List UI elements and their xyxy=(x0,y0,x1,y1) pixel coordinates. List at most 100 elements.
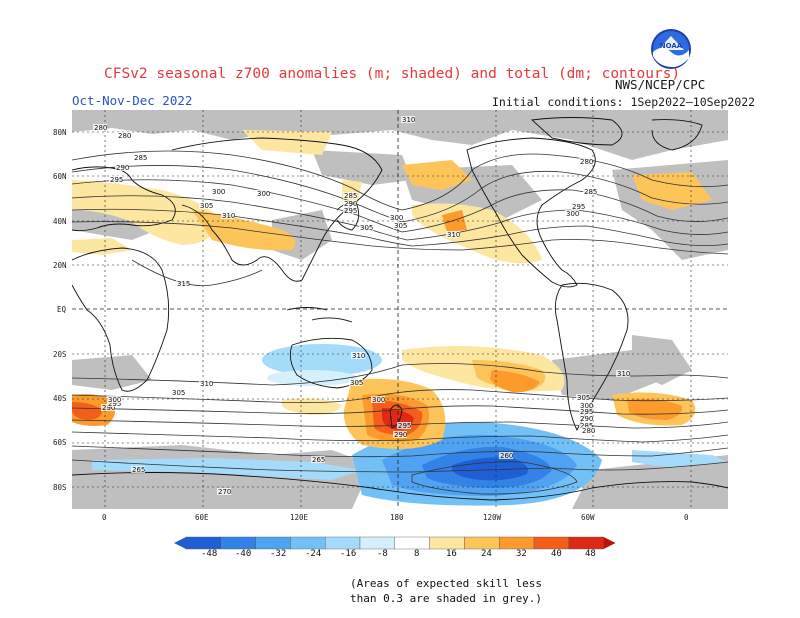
contour-label: 295 xyxy=(344,207,357,215)
contour-label-bg xyxy=(343,192,357,199)
contour-label-bg xyxy=(171,389,185,396)
contour-label-bg xyxy=(393,431,407,438)
colorbar-swatch xyxy=(290,536,326,550)
contour-label-bg xyxy=(351,352,365,359)
contour-label-bg xyxy=(133,154,147,161)
noaa-logo-text: NOAA xyxy=(660,42,683,50)
contour-label-bg xyxy=(571,203,585,210)
map-title: CFSv2 seasonal z700 anomalies (m; shaded… xyxy=(104,66,681,82)
contour-label-bg xyxy=(579,415,593,422)
colorbar-arrow-right xyxy=(603,537,616,549)
colorbar-swatch xyxy=(394,536,430,550)
season-label: Oct-Nov-Dec 2022 xyxy=(72,93,193,108)
contour-label-bg xyxy=(211,188,225,195)
contour-label-bg xyxy=(579,158,593,165)
contour-label-bg xyxy=(579,402,593,409)
colorbar-swatch xyxy=(185,536,221,550)
colorbar-ticks: -48 -40 -32 -24 -16 -8 8 16 24 32 40 48 xyxy=(174,549,626,561)
contour-label: 310 xyxy=(352,352,365,360)
lon-label-0-right: 0 xyxy=(684,513,689,522)
contour-label-bg xyxy=(101,404,115,411)
lat-label-20n: 20N xyxy=(53,261,67,270)
colorbar-swatch xyxy=(429,536,465,550)
contour-label: 280 xyxy=(580,158,593,166)
contour-label: 290 xyxy=(580,415,593,423)
contour-label-bg xyxy=(131,466,145,473)
contour-label: 310 xyxy=(402,116,415,124)
skill-footnote: (Areas of expected skill less than 0.3 a… xyxy=(350,576,542,606)
lat-label-80s: 80S xyxy=(53,483,67,492)
lon-label-120e: 120E xyxy=(290,513,309,522)
colorbar-tick: 24 xyxy=(481,549,492,559)
contour-label: 300 xyxy=(372,396,385,404)
contour-label: 315 xyxy=(177,280,190,288)
contour-label-bg xyxy=(117,132,131,139)
contour-label: 300 xyxy=(212,188,225,196)
contour-label-bg xyxy=(359,224,373,231)
lat-label-40n: 40N xyxy=(53,217,67,226)
contour-label: 295 xyxy=(110,176,123,184)
contour-label-bg xyxy=(107,400,121,407)
positive-anomalies xyxy=(72,130,712,449)
contour-label-bg xyxy=(397,422,411,429)
colorbar-tick: 16 xyxy=(446,549,457,559)
contour-label: 305 xyxy=(200,202,213,210)
agency-label: NWS/NCEP/CPC xyxy=(615,77,706,92)
lat-label-60n: 60N xyxy=(53,172,67,181)
contour-label-bg xyxy=(256,190,270,197)
colorbar-tick: 32 xyxy=(516,549,527,559)
contour-label: 290 xyxy=(344,200,357,208)
contour-label: 260 xyxy=(500,452,513,460)
contour-label-bg xyxy=(583,188,597,195)
contour-label: 310 xyxy=(222,212,235,220)
contour-label-bg xyxy=(579,408,593,415)
lat-label-60s: 60S xyxy=(53,438,67,447)
contour-label: 290 xyxy=(116,164,129,172)
colorbar-tick: -8 xyxy=(377,549,388,559)
contour-label: 285 xyxy=(134,154,147,162)
contour-label-bg xyxy=(446,231,460,238)
lon-label-120w: 120W xyxy=(483,513,502,522)
contour-label: 295 xyxy=(572,203,585,211)
contour-label: 280 xyxy=(118,132,131,140)
contour-label-bg xyxy=(311,456,325,463)
contour-label-bg xyxy=(115,164,129,171)
colorbar-swatch xyxy=(220,536,256,550)
contour-label: 310 xyxy=(447,231,460,239)
contour-label-bg xyxy=(176,280,190,287)
skill-footnote-line2: than 0.3 are shaded in grey.) xyxy=(350,592,543,605)
contour-label-bg xyxy=(499,452,513,459)
contour-label: 305 xyxy=(394,222,407,230)
contour-label-bg xyxy=(349,379,363,386)
contour-label: 305 xyxy=(350,379,363,387)
height-contours xyxy=(71,150,729,495)
contour-label: 285 xyxy=(580,422,593,430)
contour-label: 300 xyxy=(390,214,403,222)
contour-label: 270 xyxy=(218,488,231,496)
equator-and-dateline xyxy=(72,110,728,509)
contour-label-bg xyxy=(565,210,579,217)
contour-labels: 2802852902953003053103153103053002952902… xyxy=(93,116,630,496)
contour-label-bg xyxy=(581,427,595,434)
contour-label-bg xyxy=(389,214,403,221)
initial-conditions-label: Initial conditions: 1Sep2022–10Sep2022 xyxy=(492,95,756,109)
contour-label-bg xyxy=(109,176,123,183)
grid-lines xyxy=(72,110,728,509)
contour-label: 285 xyxy=(344,192,357,200)
anomaly-map: 2802852902953003053103153103053002952902… xyxy=(71,110,729,509)
contour-label-bg xyxy=(579,422,593,429)
contour-label: 310 xyxy=(200,380,213,388)
contour-label-bg xyxy=(401,116,415,123)
contour-label: 305 xyxy=(577,394,590,402)
lon-label-180: 180 xyxy=(390,513,404,522)
contour-label-bg xyxy=(576,394,590,401)
colorbar-swatch xyxy=(464,536,500,550)
lat-label-eq: EQ xyxy=(57,305,67,314)
colorbar-tick: -40 xyxy=(235,549,252,559)
colorbar-swatch xyxy=(568,536,604,550)
contour-label-bg xyxy=(393,222,407,229)
contour-label-bg xyxy=(93,124,107,131)
skill-footnote-line1: (Areas of expected skill less xyxy=(350,577,543,590)
colorbar-tick: 8 xyxy=(414,549,420,559)
contour-label: 290 xyxy=(102,404,115,412)
